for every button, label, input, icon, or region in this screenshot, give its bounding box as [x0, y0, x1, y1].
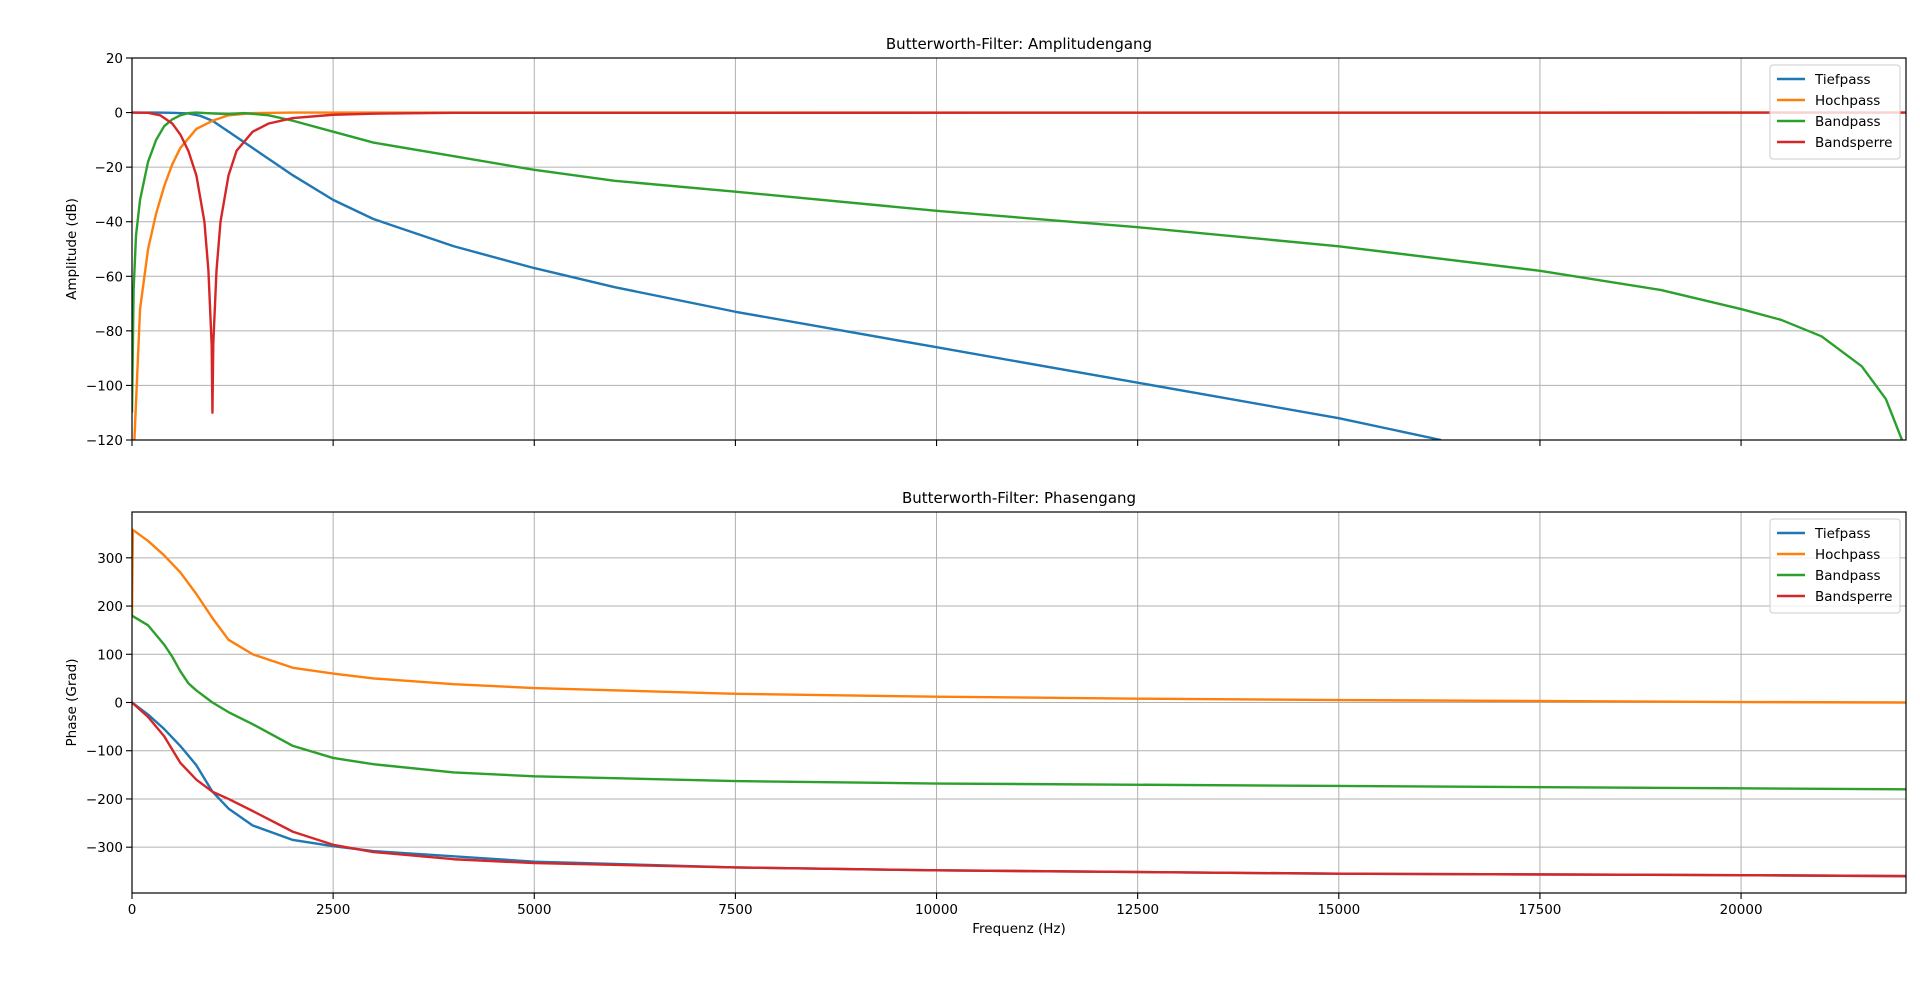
legend-box	[1769, 518, 1901, 614]
y-tick-label: 0	[114, 696, 123, 712]
x-tick-label: 5000	[517, 902, 551, 918]
series-line-bandsperre	[132, 701, 1906, 878]
legend-label: Hochpass	[1815, 93, 1880, 109]
y-tick-label: −80	[95, 324, 124, 340]
y-axis-label: Phase (Grad)	[64, 659, 80, 747]
y-tick-label: 20	[106, 51, 123, 67]
legend-label: Bandpass	[1815, 114, 1881, 130]
legend-label: Hochpass	[1815, 547, 1880, 563]
chart-title: Butterworth-Filter: Phasengang	[902, 489, 1136, 507]
x-tick-label: 7500	[718, 902, 752, 918]
x-tick-label: 0	[128, 902, 137, 918]
series-line-bandpass	[132, 614, 1906, 791]
legend-label: Bandpass	[1815, 568, 1881, 584]
y-tick-label: 0	[114, 106, 123, 122]
y-tick-label: −100	[86, 744, 123, 760]
chart-title: Butterworth-Filter: Amplitudengang	[886, 35, 1152, 53]
y-tick-label: −100	[86, 378, 123, 394]
x-tick-label: 20000	[1720, 902, 1763, 918]
y-axis-label: Amplitude (dB)	[64, 198, 80, 300]
x-tick-label: 17500	[1518, 902, 1561, 918]
x-tick-label: 12500	[1116, 902, 1159, 918]
x-tick-label: 10000	[915, 902, 958, 918]
x-axis-label: Frequenz (Hz)	[972, 921, 1065, 937]
y-tick-label: 200	[97, 599, 123, 615]
legend: Tiefpass Hochpass Bandpass Bandsperre	[1769, 64, 1901, 160]
legend-label: Tiefpass	[1814, 72, 1871, 88]
y-tick-label: −120	[86, 433, 123, 449]
x-tick-label: 2500	[316, 902, 350, 918]
legend-box	[1769, 64, 1901, 160]
legend-label: Bandsperre	[1815, 135, 1892, 151]
phase-plot: 0 2500 5000 7500 10000 12500 15000 17500 20000 30…	[64, 489, 1907, 937]
legend-label: Bandsperre	[1815, 589, 1892, 605]
series-line-bandpass	[132, 111, 1904, 440]
x-tick-label: 15000	[1317, 902, 1360, 918]
amplitude-plot: 20 0 −20 −40 −60 −80 −100 −120 Butterworth-Filte…	[64, 35, 1907, 449]
series-line-hochpass	[132, 528, 1906, 704]
series-line-tiefpass	[132, 701, 1906, 878]
y-tick-label: −200	[86, 792, 123, 808]
y-tick-label: −40	[95, 215, 124, 231]
series-line-bandsperre	[132, 111, 1906, 414]
legend-label: Tiefpass	[1814, 526, 1871, 542]
y-tick-label: 300	[97, 551, 123, 567]
y-tick-label: −60	[95, 269, 124, 285]
legend: Tiefpass Hochpass Bandpass Bandsperre	[1769, 518, 1901, 614]
y-tick-label: 100	[97, 647, 123, 663]
y-tick-label: −20	[95, 160, 124, 176]
y-tick-label: −300	[86, 840, 123, 856]
plot-frame	[131, 57, 1907, 441]
